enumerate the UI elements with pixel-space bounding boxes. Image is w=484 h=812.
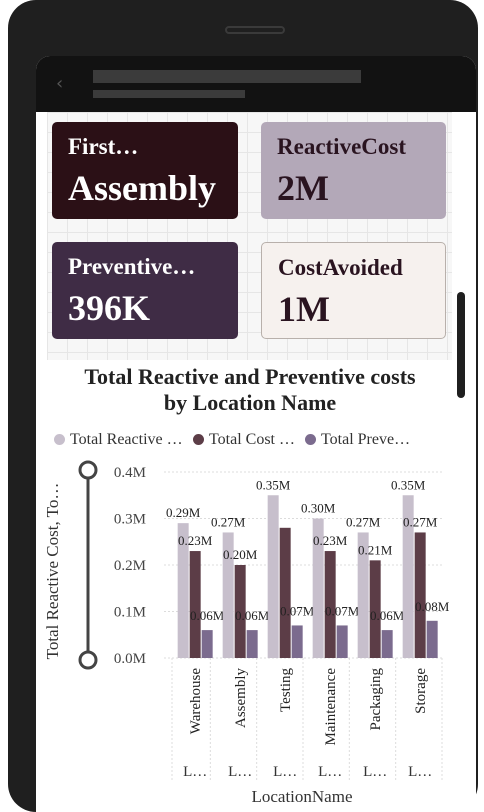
data-label: 0.07M [280,603,315,618]
y-axis-title: Total Reactive Cost, To… [43,483,62,660]
bar-2-1 [246,630,258,658]
data-label: 0.35M [391,477,426,492]
y-tick-label: 0.2M [114,558,146,574]
x-group-label: L… [228,764,252,780]
legend-item-reactive[interactable]: Total Reactive … [54,430,183,450]
report-subtitle-placeholder [93,90,245,98]
x-group-label: L… [273,764,297,780]
data-label: 0.21M [358,542,393,557]
y-tick-label: 0.4M [114,465,146,481]
legend-item-total-cost[interactable]: Total Cost … [193,430,295,450]
chart-title-line-1: Total Reactive and Preventive costs [84,364,416,389]
kpi-value: 2M [277,168,329,208]
data-label: 0.29M [166,505,201,520]
kpi-label: CostAvoided [278,255,403,280]
chart-legend: Total Reactive … Total Cost … Total Prev… [54,430,454,450]
y-range-slider-max-handle[interactable] [78,460,98,480]
data-label: 0.06M [370,608,405,623]
legend-label: Total Preve… [321,431,411,448]
bar-2-5 [426,620,438,658]
y-tick-label: 0.0M [114,651,146,667]
x-tick-label: Assembly [233,668,249,729]
bar-2-3 [336,625,348,658]
bar-0-5 [402,495,414,658]
kpi-card-reactive-cost[interactable]: ReactiveCost 2M [261,122,446,219]
data-label: 0.27M [211,514,246,529]
data-label: 0.23M [313,533,348,548]
kpi-card-preventive[interactable]: Preventive… 396K [52,242,238,339]
chart-title: Total Reactive and Preventive costs by L… [36,364,464,416]
legend-swatch [193,434,204,445]
x-tick-label: Packaging [368,668,384,731]
kpi-value: 1M [278,289,330,329]
chart-title-line-2: by Location Name [163,390,337,415]
legend-swatch [54,434,65,445]
bar-chart: 0.0M 0.1M 0.2M 0.3M 0.4M 0.29M 0.23M 0.06M Wareh… [43,460,450,806]
chevron-left-icon[interactable]: ‹ [56,73,64,94]
x-tick-label: Storage [413,668,429,714]
kpi-card-cost-avoided[interactable]: CostAvoided 1M [261,242,446,339]
bar-0-3 [312,518,324,658]
x-group-label: L… [408,764,432,780]
bar-2-4 [381,630,393,658]
report-title-placeholder [93,70,361,83]
data-label: 0.08M [415,599,450,614]
x-tick-label: Maintenance [323,668,339,746]
bar-1-3 [324,551,336,658]
speaker-notch [225,26,285,34]
x-group-label: L… [363,764,387,780]
kpi-label: ReactiveCost [277,134,407,159]
data-label: 0.07M [325,603,360,618]
kpi-label: First… [68,134,139,159]
app-screen: ‹ First… Assembly ReactiveCost 2M Preven… [36,56,476,812]
data-label: 0.20M [223,547,258,562]
y-range-slider-min-handle[interactable] [78,650,98,670]
bar-0-4 [357,532,369,658]
bar-1-5 [414,532,426,658]
bar-1-0 [189,551,201,658]
legend-item-preventive[interactable]: Total Preve… [305,430,410,450]
x-group-label: L… [318,764,342,780]
legend-swatch [305,434,316,445]
x-tick-label: Warehouse [188,668,204,735]
legend-label: Total Cost … [209,431,295,448]
bar-2-2 [291,625,303,658]
x-tick-label: Testing [278,668,294,712]
bar-0-2 [267,495,279,658]
bar-1-2 [279,527,291,658]
phone-frame: ‹ First… Assembly ReactiveCost 2M Preven… [8,0,478,812]
y-tick-label: 0.1M [114,605,146,621]
data-label: 0.35M [256,477,291,492]
bar-1-1 [234,565,246,658]
legend-label: Total Reactive … [70,431,183,448]
kpi-card-first[interactable]: First… Assembly [52,122,238,219]
data-label: 0.23M [178,533,213,548]
x-axis-title: LocationName [251,787,352,806]
data-label: 0.06M [190,608,225,623]
app-bar: ‹ [36,56,476,112]
vertical-scrollbar[interactable] [457,292,465,398]
kpi-value: 396K [68,288,151,328]
data-label: 0.27M [403,514,438,529]
x-group-label: L… [183,764,207,780]
bar-0-0 [177,523,189,658]
bar-2-0 [201,630,213,658]
y-tick-label: 0.3M [114,512,146,528]
bar-1-4 [369,560,381,658]
kpi-value: Assembly [68,168,217,208]
bar-0-1 [222,532,234,658]
data-label: 0.27M [346,514,381,529]
kpi-label: Preventive… [68,254,196,279]
data-label: 0.30M [301,501,336,516]
data-label: 0.06M [235,608,270,623]
